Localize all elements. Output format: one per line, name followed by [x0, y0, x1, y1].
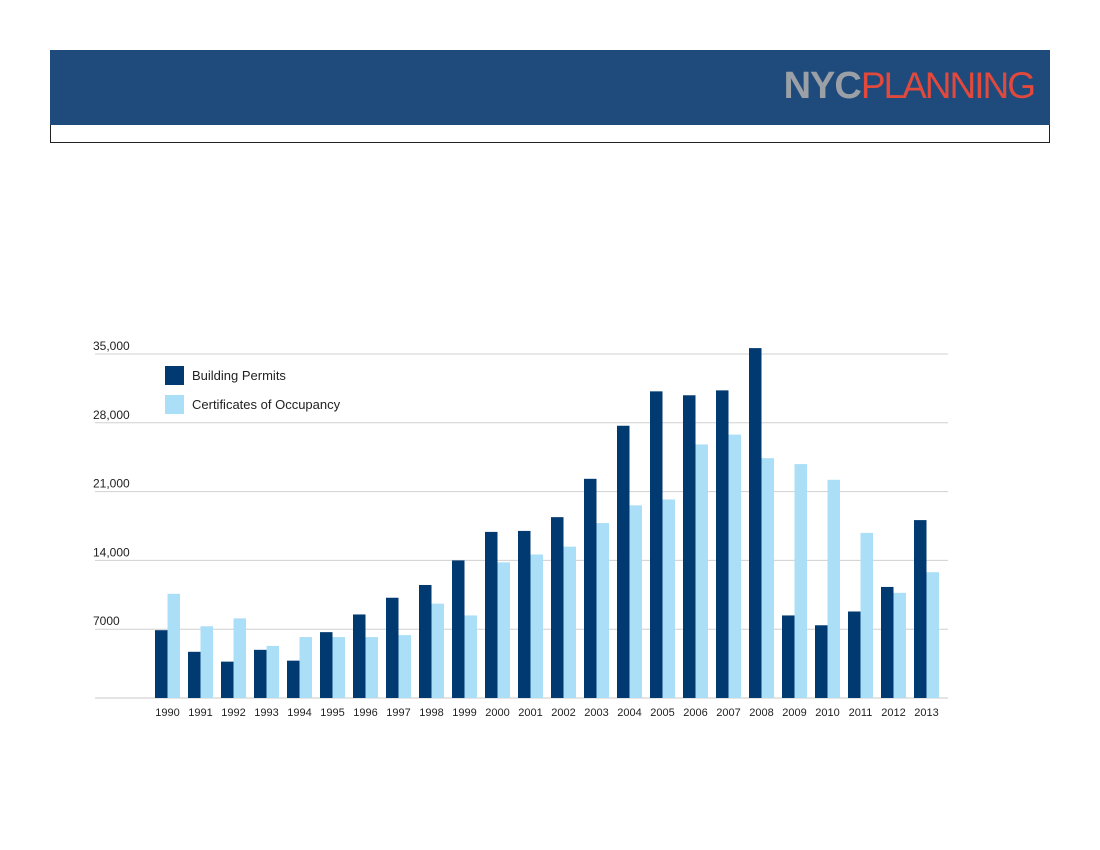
y-tick-label: 28,000 — [93, 408, 130, 422]
bar-building-permits-1991 — [188, 651, 201, 698]
bar-certificates-of-occupancy-1996 — [365, 637, 378, 698]
bar-building-permits-1998 — [419, 584, 432, 698]
bar-building-permits-2003 — [584, 478, 597, 698]
bar-certificates-of-occupancy-1992 — [233, 618, 246, 698]
x-tick-label: 1999 — [452, 707, 476, 719]
x-tick-label: 2004 — [617, 707, 641, 719]
x-tick-label: 1992 — [221, 707, 245, 719]
bar-building-permits-2009 — [782, 615, 795, 698]
bar-certificates-of-occupancy-1990 — [167, 593, 180, 698]
logo-planning-text: PLANNING — [860, 65, 1036, 106]
y-tick-label: 21,000 — [93, 477, 130, 491]
logo-nyc-text: NYC — [783, 65, 862, 107]
legend-swatch — [165, 366, 184, 385]
x-tick-label: 1990 — [155, 707, 179, 719]
x-tick-label: 2005 — [650, 707, 674, 719]
bar-certificates-of-occupancy-2003 — [596, 523, 609, 698]
x-tick-label: 1993 — [254, 707, 278, 719]
x-tick-label: 1997 — [386, 707, 410, 719]
bar-certificates-of-occupancy-2008 — [761, 458, 774, 698]
bar-building-permits-1993 — [254, 649, 267, 698]
bar-building-permits-1997 — [386, 597, 399, 698]
bar-building-permits-2010 — [815, 625, 828, 698]
x-tick-label: 1996 — [353, 707, 377, 719]
x-tick-label: 2001 — [518, 707, 542, 719]
bar-certificates-of-occupancy-2005 — [662, 499, 675, 698]
bar-building-permits-2002 — [551, 517, 564, 698]
chart-bars — [155, 348, 939, 698]
x-tick-label: 2009 — [782, 707, 806, 719]
bar-building-permits-2006 — [683, 395, 696, 698]
bar-building-permits-2007 — [716, 390, 729, 698]
legend-label: Certificates of Occupancy — [192, 397, 341, 412]
bar-certificates-of-occupancy-1999 — [464, 615, 477, 698]
bar-building-permits-1996 — [353, 614, 366, 698]
x-tick-label: 1995 — [320, 707, 344, 719]
x-tick-label: 2010 — [815, 707, 839, 719]
bar-building-permits-1992 — [221, 661, 234, 698]
bar-building-permits-2004 — [617, 425, 630, 698]
bar-certificates-of-occupancy-1994 — [299, 637, 312, 698]
bar-building-permits-1994 — [287, 660, 300, 698]
bar-certificates-of-occupancy-2001 — [530, 554, 543, 698]
bar-certificates-of-occupancy-2002 — [563, 546, 576, 698]
header-banner: NYC PLANNING — [50, 50, 1050, 125]
x-tick-label: 2000 — [485, 707, 509, 719]
x-tick-label: 1991 — [188, 707, 212, 719]
bar-building-permits-1999 — [452, 560, 465, 698]
x-tick-label: 2011 — [849, 707, 873, 719]
legend-label: Building Permits — [192, 368, 286, 383]
bar-certificates-of-occupancy-1991 — [200, 626, 213, 698]
y-tick-label: 7000 — [93, 614, 120, 628]
y-tick-label: 35,000 — [93, 339, 130, 353]
chart-legend: Building Permits Certificates of Occupanc… — [165, 366, 341, 414]
y-axis-ticks: 7000 14,000 21,000 28,000 35,000 — [93, 339, 130, 628]
bar-certificates-of-occupancy-2010 — [827, 479, 840, 698]
x-tick-label: 2002 — [551, 707, 575, 719]
bar-certificates-of-occupancy-1998 — [431, 603, 444, 698]
nyc-planning-logo: NYC PLANNING — [783, 65, 1036, 107]
bar-certificates-of-occupancy-2006 — [695, 444, 708, 698]
x-tick-label: 1998 — [419, 707, 443, 719]
bar-certificates-of-occupancy-2000 — [497, 562, 510, 698]
x-tick-label: 2013 — [914, 707, 938, 719]
bar-building-permits-1995 — [320, 632, 333, 698]
bar-building-permits-2005 — [650, 391, 663, 698]
bar-building-permits-2000 — [485, 531, 498, 698]
header-underline-strip — [50, 125, 1050, 143]
bar-certificates-of-occupancy-1997 — [398, 635, 411, 698]
x-tick-label: 2003 — [584, 707, 608, 719]
bar-building-permits-1990 — [155, 630, 168, 698]
bar-building-permits-2001 — [518, 530, 531, 698]
x-tick-label: 2012 — [881, 707, 905, 719]
bar-certificates-of-occupancy-2004 — [629, 505, 642, 698]
bar-building-permits-2011 — [848, 611, 861, 698]
bar-building-permits-2013 — [914, 520, 927, 698]
legend-swatch — [165, 395, 184, 414]
x-tick-label: 2007 — [716, 707, 740, 719]
bar-building-permits-2008 — [749, 348, 762, 698]
bar-building-permits-2012 — [881, 586, 894, 698]
x-axis-ticks: 1990 1991 1992 1993 1994 1995 1996 1997 1998 1999… — [155, 707, 938, 719]
bar-certificates-of-occupancy-2009 — [794, 464, 807, 698]
bar-certificates-of-occupancy-2012 — [893, 592, 906, 698]
bar-certificates-of-occupancy-1993 — [266, 645, 279, 698]
bar-certificates-of-occupancy-2007 — [728, 434, 741, 698]
x-tick-label: 1994 — [287, 707, 311, 719]
bar-certificates-of-occupancy-2013 — [926, 572, 939, 698]
y-tick-label: 14,000 — [93, 545, 130, 559]
bar-certificates-of-occupancy-1995 — [332, 637, 345, 698]
bar-certificates-of-occupancy-2011 — [860, 532, 873, 698]
x-tick-label: 2008 — [749, 707, 773, 719]
x-tick-label: 2006 — [683, 707, 707, 719]
